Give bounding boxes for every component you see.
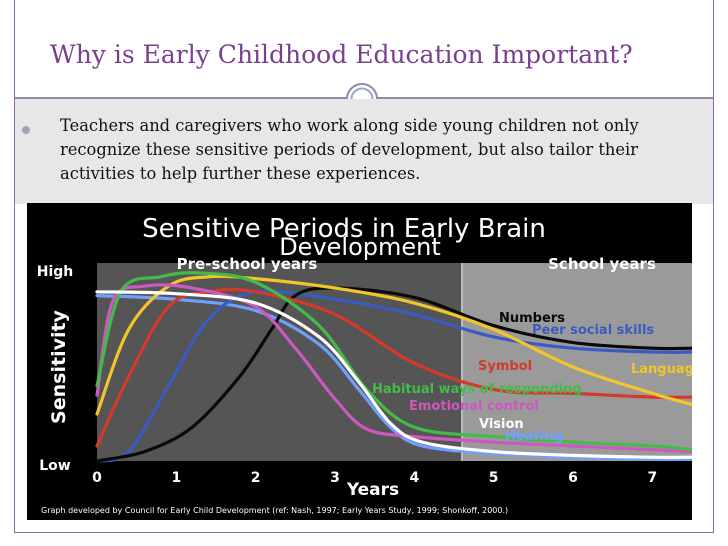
y-tick-high: High: [37, 264, 74, 280]
chart-title-line-2: Development: [279, 233, 441, 261]
chart-credit: Graph developed by Council for Early Chi…: [41, 506, 508, 515]
series-label-numbers: Numbers: [499, 311, 565, 326]
y-axis-label: Sensitivity: [48, 309, 70, 423]
sensitive-periods-chart: Sensitive Periods in Early Brain Developm…: [27, 203, 692, 520]
content-band: [15, 99, 713, 204]
x-axis-label: Years: [346, 480, 399, 500]
series-line-symbol: [95, 287, 692, 448]
series-line-vision: [95, 290, 692, 459]
bullet-text: Teachers and caregivers who work along s…: [60, 116, 639, 183]
x-tick-label: 2: [251, 470, 261, 486]
series-label-symbol: Symbol: [478, 359, 532, 374]
series-line-language: [95, 274, 692, 416]
series-label-emotional-control: Emotional control: [409, 399, 539, 414]
title-band: [15, 0, 713, 97]
series-label-hearing: Hearing: [505, 429, 563, 444]
slide-title: Why is Early Childhood Education Importa…: [50, 40, 633, 69]
series-label-language: Language: [631, 362, 692, 377]
series-label-peer-social-skills: Peer social skills: [532, 323, 654, 338]
period-label-school: School years: [548, 255, 656, 273]
series-line-emotional-control: [95, 283, 692, 454]
chart-title-line-1: Sensitive Periods in Early Brain: [142, 214, 546, 244]
period-panel: [461, 263, 692, 461]
chart-canvas: Sensitive Periods in Early BrainDevelopm…: [37, 214, 692, 515]
x-tick-label: 0: [92, 470, 102, 486]
y-tick-low: Low: [39, 458, 71, 474]
period-label-preschool: Pre-school years: [177, 255, 318, 273]
series-label-habitual-ways-of-responding: Habitual ways of responding: [372, 382, 582, 397]
slide-frame: [14, 0, 714, 533]
bullet-icon: [22, 126, 30, 134]
series-line-peer-social-skills: [95, 289, 692, 463]
x-tick-label: 7: [647, 470, 657, 486]
x-tick-label: 5: [489, 470, 499, 486]
series-label-vision: Vision: [479, 417, 524, 432]
x-tick-label: 1: [171, 470, 181, 486]
x-tick-label: 3: [330, 470, 340, 486]
x-tick-label: 6: [568, 470, 578, 486]
series-line-habitual-ways-of-responding: [95, 271, 692, 452]
x-tick-label: 4: [409, 470, 419, 486]
